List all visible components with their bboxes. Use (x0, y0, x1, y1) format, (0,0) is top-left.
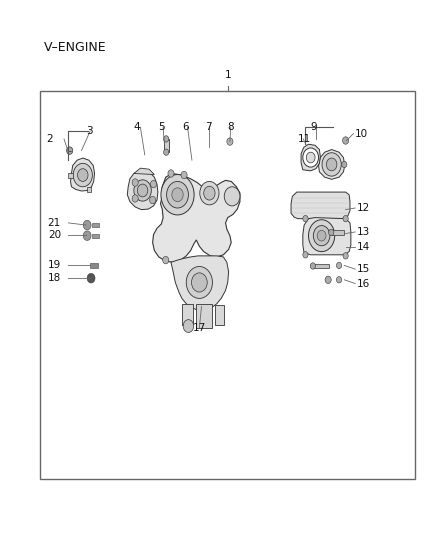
Circle shape (310, 263, 315, 269)
Circle shape (67, 147, 73, 155)
Bar (196, 304, 212, 328)
Circle shape (303, 215, 308, 222)
Circle shape (306, 152, 315, 163)
Circle shape (224, 187, 240, 206)
Circle shape (168, 169, 174, 177)
Circle shape (134, 180, 151, 201)
Text: 12: 12 (357, 203, 370, 213)
Text: 16: 16 (357, 279, 370, 288)
Polygon shape (71, 158, 95, 191)
Circle shape (73, 164, 92, 187)
Circle shape (132, 195, 138, 202)
Text: 18: 18 (48, 273, 61, 283)
Circle shape (326, 158, 337, 171)
Circle shape (204, 186, 215, 200)
Bar (331, 230, 344, 235)
Bar (182, 304, 193, 325)
Bar (68, 173, 73, 177)
Circle shape (308, 220, 335, 252)
Text: 5: 5 (158, 122, 165, 132)
Bar (215, 305, 224, 325)
Bar (92, 233, 99, 238)
Circle shape (342, 161, 347, 167)
Circle shape (343, 137, 349, 144)
Circle shape (78, 168, 88, 181)
Circle shape (162, 256, 169, 264)
Text: 21: 21 (48, 218, 61, 228)
Circle shape (227, 138, 233, 146)
Text: 1: 1 (224, 70, 231, 80)
Circle shape (343, 215, 348, 222)
Circle shape (150, 180, 156, 188)
Polygon shape (127, 171, 158, 209)
Circle shape (303, 252, 308, 258)
Circle shape (336, 277, 342, 283)
Text: 7: 7 (205, 122, 212, 132)
Circle shape (303, 148, 318, 167)
Bar (87, 187, 91, 192)
Text: 15: 15 (357, 264, 370, 274)
Text: 2: 2 (46, 134, 53, 144)
Circle shape (183, 320, 194, 333)
Circle shape (343, 253, 348, 259)
Polygon shape (134, 168, 154, 174)
Circle shape (191, 273, 207, 292)
Circle shape (161, 174, 194, 215)
Text: 9: 9 (311, 122, 317, 132)
Circle shape (186, 266, 212, 298)
Text: 11: 11 (297, 134, 311, 144)
Text: 13: 13 (357, 227, 370, 237)
Polygon shape (318, 150, 345, 179)
Bar (92, 223, 99, 227)
Text: 17: 17 (193, 322, 206, 333)
Circle shape (200, 181, 219, 205)
Polygon shape (301, 144, 320, 171)
Text: 6: 6 (182, 122, 188, 132)
Bar (40, 91, 416, 479)
Bar (313, 264, 329, 268)
Text: 14: 14 (357, 242, 370, 252)
Circle shape (138, 184, 148, 197)
Circle shape (336, 262, 342, 269)
Circle shape (132, 179, 138, 186)
Polygon shape (303, 217, 351, 255)
Circle shape (317, 230, 326, 241)
Circle shape (166, 181, 188, 208)
Text: 4: 4 (134, 122, 141, 132)
Polygon shape (152, 173, 240, 262)
Polygon shape (291, 192, 350, 219)
Circle shape (87, 273, 95, 283)
Circle shape (172, 188, 183, 201)
Circle shape (328, 229, 334, 236)
Text: 3: 3 (86, 126, 92, 136)
Circle shape (83, 231, 91, 240)
Circle shape (83, 220, 91, 230)
Text: 19: 19 (48, 261, 61, 270)
Circle shape (325, 276, 331, 284)
Text: V–ENGINE: V–ENGINE (44, 41, 107, 54)
Text: 20: 20 (48, 230, 61, 240)
Text: 10: 10 (354, 128, 367, 139)
Circle shape (313, 225, 330, 246)
Polygon shape (171, 256, 229, 310)
Text: 8: 8 (228, 122, 234, 132)
Circle shape (150, 196, 155, 204)
Circle shape (322, 153, 341, 176)
Circle shape (163, 149, 169, 156)
Circle shape (163, 136, 169, 142)
Bar (90, 263, 98, 268)
Bar (163, 139, 169, 152)
Circle shape (181, 171, 187, 179)
